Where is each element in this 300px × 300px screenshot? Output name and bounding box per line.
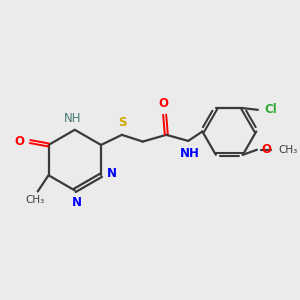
Text: CH₃: CH₃ (278, 145, 298, 155)
Text: CH₃: CH₃ (26, 195, 45, 205)
Text: N: N (107, 167, 117, 180)
Text: NH: NH (180, 147, 200, 160)
Text: O: O (158, 97, 168, 110)
Text: O: O (262, 142, 272, 156)
Text: Cl: Cl (264, 103, 277, 116)
Text: S: S (118, 116, 126, 130)
Text: N: N (71, 196, 82, 209)
Text: O: O (14, 135, 24, 148)
Text: NH: NH (64, 112, 82, 125)
